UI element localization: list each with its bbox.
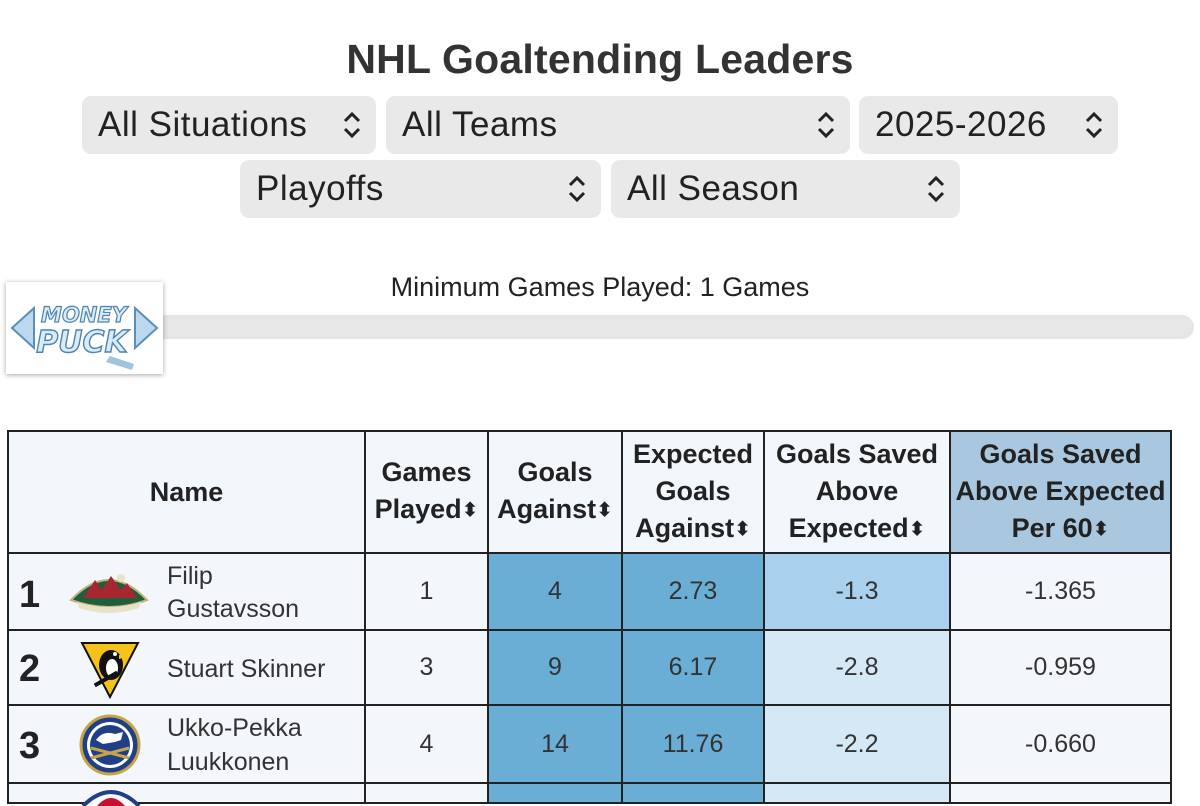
player-name-line: Gustavsson bbox=[167, 595, 300, 623]
expected-goals-against-cell: 6.17 bbox=[621, 629, 765, 706]
rank-number: 2 bbox=[19, 648, 41, 690]
chevron-updown-icon bbox=[817, 111, 835, 139]
min-games-label: Minimum Games Played: 1 Games bbox=[390, 272, 810, 302]
header-text-line: Above Expected bbox=[955, 475, 1166, 506]
chevron-updown-icon bbox=[343, 111, 361, 139]
header-text-line: Goals bbox=[517, 457, 593, 488]
team-select[interactable]: All Teams bbox=[386, 96, 850, 154]
chevron-updown-icon bbox=[1085, 111, 1103, 139]
column-header-name-label: Name bbox=[149, 476, 224, 507]
header-text-line: Played bbox=[374, 494, 462, 525]
column-header-goals-against[interactable]: Goals Against⬍ bbox=[487, 430, 623, 554]
player-name-line: Luukkonen bbox=[167, 748, 290, 776]
expected-goals-against-cell: 11.76 bbox=[621, 704, 765, 784]
games-played-cell: 3 bbox=[364, 629, 489, 706]
goals-against-cell: 9 bbox=[487, 629, 623, 706]
table-row-partial[interactable] bbox=[7, 782, 1172, 806]
games-played-cell bbox=[364, 782, 489, 804]
min-games-slider-handle[interactable]: MONEY PUCK bbox=[6, 282, 163, 374]
chevron-updown-icon bbox=[568, 175, 586, 203]
page-title: NHL Goaltending Leaders bbox=[346, 36, 854, 82]
player-name-cell[interactable] bbox=[7, 782, 366, 806]
column-header-name[interactable]: Name bbox=[7, 430, 366, 554]
column-header-expected-goals-against[interactable]: Expected Goals Against⬍ bbox=[621, 430, 765, 554]
team-logo-partial-icon bbox=[81, 790, 141, 806]
sort-arrows-icon[interactable]: ⬍ bbox=[734, 518, 751, 541]
header-text-line: Against bbox=[635, 512, 735, 543]
header-text-line: Above bbox=[815, 475, 899, 506]
gsax-per60-cell: -0.660 bbox=[949, 704, 1172, 784]
goalie-leaders-table: Name Games Played⬍ Goals Against⬍ Expect… bbox=[7, 430, 1172, 806]
table-row[interactable]: 1 Filip Gustavsson 1 4 2.73 -1.3 -1.365 bbox=[7, 552, 1172, 631]
min-games-slider-track[interactable] bbox=[150, 315, 1194, 339]
player-name-line: Ukko-Pekka bbox=[167, 714, 302, 742]
expected-goals-against-cell bbox=[621, 782, 765, 804]
header-text-line: Per 60 bbox=[1011, 512, 1093, 543]
header-text-line: Against bbox=[497, 494, 597, 525]
gsax-per60-cell bbox=[949, 782, 1172, 804]
table-row[interactable]: 3 Ukko-Pekka Luukkonen 4 14 11.76 -2.2 -… bbox=[7, 704, 1172, 784]
logo-text-puck: PUCK bbox=[36, 325, 130, 360]
goals-against-cell: 14 bbox=[487, 704, 623, 784]
season-select-value: 2025-2026 bbox=[875, 105, 1047, 144]
sort-arrows-icon[interactable]: ⬍ bbox=[908, 518, 926, 541]
goals-against-cell: 4 bbox=[487, 552, 623, 631]
chevron-updown-icon bbox=[927, 175, 945, 203]
table-row[interactable]: 2 Stuart Skinner 3 9 6.17 -2.8 -0.959 bbox=[7, 629, 1172, 706]
gsax-cell bbox=[763, 782, 951, 804]
season-select[interactable]: 2025-2026 bbox=[859, 96, 1118, 154]
moneypuck-logo-icon: MONEY PUCK bbox=[10, 302, 159, 370]
team-select-value: All Teams bbox=[402, 105, 558, 144]
header-text-line: Goals bbox=[655, 475, 731, 506]
season-type-select[interactable]: Playoffs bbox=[240, 160, 601, 218]
season-type-select-value: Playoffs bbox=[256, 169, 384, 208]
goals-against-cell bbox=[487, 782, 623, 804]
header-text-line: Expected bbox=[632, 438, 754, 469]
rank-number: 1 bbox=[19, 574, 41, 616]
column-header-gsax-per60[interactable]: Goals Saved Above Expected Per 60⬍ bbox=[949, 430, 1172, 554]
player-name-cell[interactable]: 1 Filip Gustavsson bbox=[7, 552, 366, 631]
player-name-cell[interactable]: 3 Ukko-Pekka Luukkonen bbox=[7, 704, 366, 784]
gsax-cell: -2.8 bbox=[763, 629, 951, 706]
sort-arrows-icon[interactable]: ⬍ bbox=[461, 499, 479, 522]
column-header-games-played[interactable]: Games Played⬍ bbox=[364, 430, 489, 554]
gsax-cell: -2.2 bbox=[763, 704, 951, 784]
player-name-line: Stuart Skinner bbox=[167, 655, 326, 683]
logo-text-money: MONEY bbox=[41, 303, 129, 327]
penguins-logo-icon bbox=[80, 642, 140, 699]
header-text-line: Goals Saved bbox=[775, 438, 939, 469]
gsax-per60-cell: -1.365 bbox=[949, 552, 1172, 631]
sabres-logo-icon bbox=[79, 714, 141, 776]
player-name-cell[interactable]: 2 Stuart Skinner bbox=[7, 629, 366, 706]
period-select-value: All Season bbox=[627, 169, 800, 208]
games-played-cell: 4 bbox=[364, 704, 489, 784]
sort-arrows-icon[interactable]: ⬍ bbox=[596, 499, 613, 522]
situation-select[interactable]: All Situations bbox=[82, 96, 376, 154]
gsax-per60-cell: -0.959 bbox=[949, 629, 1172, 706]
header-text-line: Games bbox=[381, 457, 472, 488]
sort-arrows-icon[interactable]: ⬍ bbox=[1092, 518, 1110, 541]
expected-goals-against-cell: 2.73 bbox=[621, 552, 765, 631]
wild-logo-icon bbox=[69, 574, 149, 613]
player-name-line: Filip bbox=[167, 562, 213, 590]
rank-number: 3 bbox=[19, 725, 41, 767]
header-text-line: Goals Saved bbox=[979, 438, 1142, 469]
column-header-gsax[interactable]: Goals Saved Above Expected⬍ bbox=[763, 430, 951, 554]
period-select[interactable]: All Season bbox=[611, 160, 960, 218]
situation-select-value: All Situations bbox=[98, 105, 308, 144]
gsax-cell: -1.3 bbox=[763, 552, 951, 631]
games-played-cell: 1 bbox=[364, 552, 489, 631]
header-text-line: Expected bbox=[788, 512, 909, 543]
